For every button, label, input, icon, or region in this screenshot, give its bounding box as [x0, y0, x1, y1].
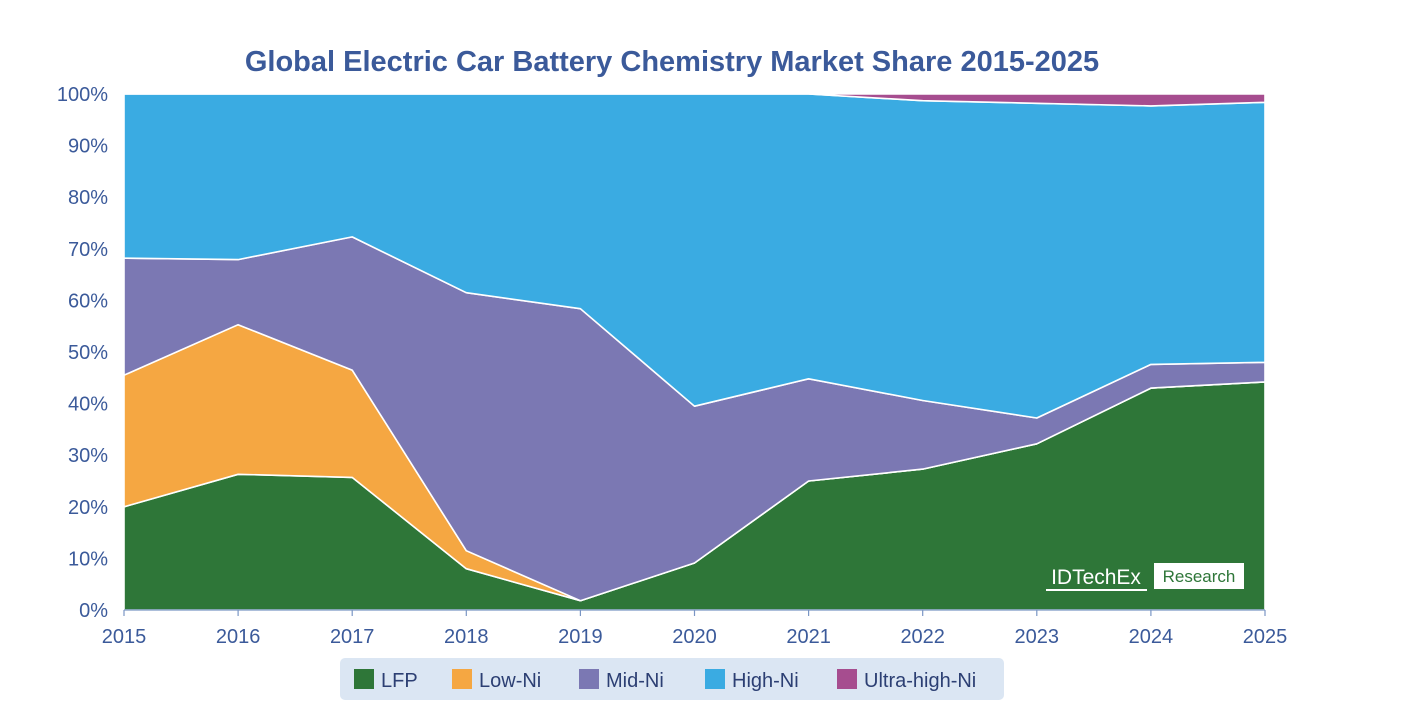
logo-underline	[1046, 589, 1147, 591]
legend-background	[340, 658, 1004, 700]
legend-swatch-high-ni	[705, 669, 725, 689]
chart-title: Global Electric Car Battery Chemistry Ma…	[245, 46, 1099, 78]
y-tick-label: 0%	[79, 600, 108, 622]
area-ultra-high-ni	[123, 93, 1266, 107]
y-tick-label: 60%	[68, 290, 108, 312]
legend-label-low-ni: Low-Ni	[479, 670, 541, 692]
y-tick-label: 70%	[68, 239, 108, 261]
legend-swatch-mid-ni	[579, 669, 599, 689]
y-tick-label: 10%	[68, 548, 108, 570]
x-tick-label: 2016	[216, 626, 261, 648]
idtechex-logo: IDTechEx Research	[1046, 563, 1244, 591]
y-tick-label: 30%	[68, 445, 108, 467]
x-axis: 2015 2016 2017 2018 2019 2020 2021 2022 2023 2024…	[102, 609, 1288, 648]
legend-label-ultra-high-ni: Ultra-high-Ni	[864, 670, 976, 692]
logo-brand-text: IDTechEx	[1051, 566, 1141, 589]
logo-tagline-box	[1154, 563, 1244, 589]
y-axis: 0% 10% 20% 30% 40% 50% 60% 70% 80% 90% 100%	[57, 84, 108, 622]
x-tick-label: 2023	[1015, 626, 1060, 648]
stacked-areas	[123, 93, 1266, 611]
x-tick-label: 2017	[330, 626, 375, 648]
legend-label-lfp: LFP	[381, 670, 418, 692]
y-tick-label: 90%	[68, 136, 108, 158]
x-tick-label: 2021	[786, 626, 831, 648]
x-tick-label: 2024	[1129, 626, 1174, 648]
logo-tagline-text: Research	[1163, 567, 1236, 586]
legend-label-mid-ni: Mid-Ni	[606, 670, 664, 692]
y-tick-label: 20%	[68, 497, 108, 519]
x-tick-label: 2020	[672, 626, 717, 648]
y-tick-label: 40%	[68, 394, 108, 416]
x-tick-label: 2019	[558, 626, 603, 648]
x-tick-label: 2025	[1243, 626, 1288, 648]
legend-label-high-ni: High-Ni	[732, 670, 799, 692]
legend-swatch-lfp	[354, 669, 374, 689]
x-tick-label: 2022	[900, 626, 945, 648]
legend-swatch-low-ni	[452, 669, 472, 689]
legend: LFP Low-Ni Mid-Ni High-Ni Ultra-high-Ni	[340, 658, 1004, 700]
y-tick-label: 80%	[68, 187, 108, 209]
legend-swatch-ultra-high-ni	[837, 669, 857, 689]
x-tick-label: 2018	[444, 626, 489, 648]
y-tick-label: 100%	[57, 84, 108, 106]
y-tick-label: 50%	[68, 342, 108, 364]
x-tick-label: 2015	[102, 626, 147, 648]
